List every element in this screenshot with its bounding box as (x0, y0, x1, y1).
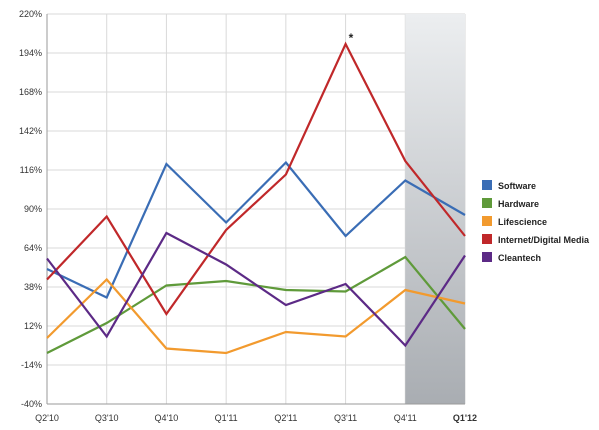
x-tick-label: Q3'11 (334, 413, 357, 423)
series-lines (46, 41, 466, 355)
grid (46, 13, 466, 405)
legend-label: Lifescience (498, 217, 547, 227)
legend-label: Hardware (498, 199, 539, 209)
legend-label: Cleantech (498, 253, 541, 263)
y-tick-label: 38% (24, 282, 42, 292)
x-tick-label: Q2'11 (274, 413, 297, 423)
legend-swatch (482, 252, 492, 262)
x-tick-label: Q4'10 (155, 413, 179, 423)
legend: Software Hardware Lifescience Internet/Digi… (482, 180, 590, 263)
series-line-software (46, 160, 466, 299)
legend-label: Software (498, 181, 536, 191)
x-tick-label: Q1'12 (453, 413, 477, 423)
legend-swatch (482, 216, 492, 226)
x-tick-label: Q3'10 (95, 413, 119, 423)
y-tick-label: 194% (19, 48, 42, 58)
legend-label: Internet/Digital Media (498, 235, 590, 245)
x-tick-label: Q2'10 (35, 413, 59, 423)
y-tick-label: 64% (24, 243, 42, 253)
y-tick-label: -14% (21, 360, 42, 370)
annotations: * (349, 31, 354, 45)
y-tick-label: -40% (21, 399, 42, 409)
x-axis-ticks: Q2'10 Q3'10 Q4'10 Q1'11 Q2'11 Q3'11 Q4'11 Q1'12 (35, 413, 477, 423)
series-line-cleantech (46, 231, 466, 348)
y-tick-label: 116% (20, 165, 42, 175)
x-tick-label: Q4'11 (394, 413, 417, 423)
series-line-hardware (46, 255, 466, 354)
y-tick-label: 142% (19, 126, 42, 136)
series-line-internet-digital-media (46, 41, 466, 316)
annotation-asterisk: * (349, 31, 354, 45)
y-axis-ticks: 220% 194% 168% 142% 116% 90% 64% 38% 12% -14% -40% (19, 9, 42, 409)
legend-swatch (482, 198, 492, 208)
legend-swatch (482, 234, 492, 244)
y-tick-label: 90% (24, 204, 42, 214)
series-line-lifescience (46, 277, 466, 355)
plot-frame (46, 14, 465, 405)
y-tick-label: 12% (24, 321, 42, 331)
x-tick-label: Q1'11 (215, 413, 238, 423)
y-tick-label: 220% (19, 9, 42, 19)
y-tick-label: 168% (19, 87, 42, 97)
legend-swatch (482, 180, 492, 190)
